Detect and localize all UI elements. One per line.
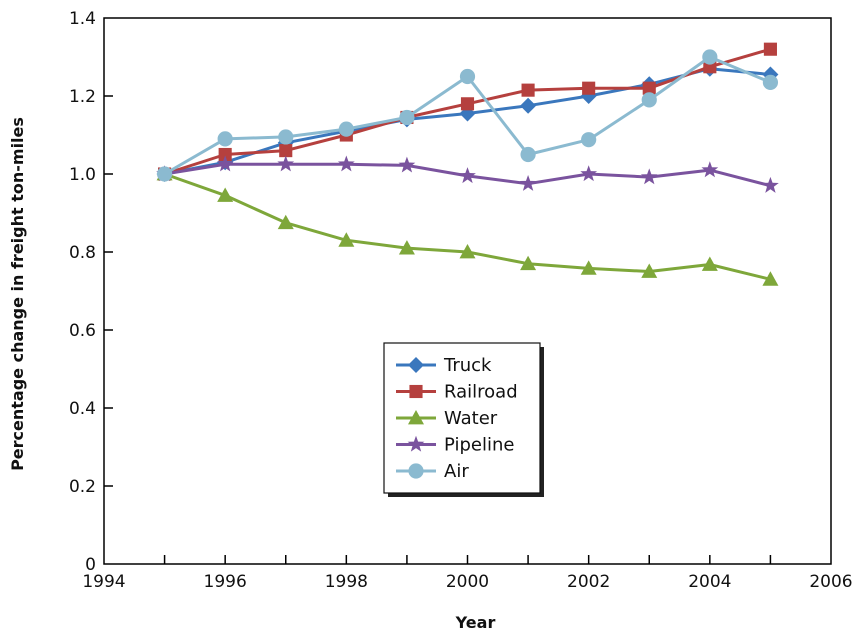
legend-entry-railroad: Railroad: [396, 382, 518, 403]
legend-marker-pipeline: [407, 435, 425, 452]
data-point-air: [520, 146, 536, 163]
data-point-air: [217, 131, 233, 147]
x-tick-label: 2002: [567, 572, 610, 592]
data-point-water: [338, 232, 355, 247]
y-tick-label: 0.4: [69, 399, 96, 419]
data-point-pipeline: [337, 155, 355, 172]
y-tick-label: 1.4: [69, 9, 96, 29]
legend-label-air: Air: [444, 461, 469, 482]
data-point-air: [762, 74, 779, 90]
y-tick-label: 0: [85, 555, 96, 575]
data-point-water: [277, 214, 294, 230]
legend-marker-water: [408, 410, 424, 425]
data-point-air: [581, 132, 597, 148]
legend: Truck Railroad Water Pipeline Air: [383, 342, 544, 497]
data-point-air: [702, 49, 718, 65]
legend-marker-railroad: [409, 384, 423, 399]
data-point-truck: [520, 97, 537, 114]
data-point-air: [338, 121, 354, 137]
data-point-pipeline: [398, 156, 416, 173]
data-point-railroad: [218, 147, 232, 162]
data-point-air: [399, 109, 415, 126]
data-point-railroad: [582, 81, 596, 95]
series-water: [156, 166, 779, 286]
data-point-pipeline: [519, 174, 537, 191]
axes: 1994 1996 1998 2000 2002 2004 2006 0 0.2 0.4 0.6 0.…: [8, 9, 853, 632]
series-pipeline: [156, 155, 779, 193]
data-point-water: [398, 240, 415, 255]
y-axis-title: Percentage change in freight ton-miles: [8, 117, 27, 471]
data-point-water: [762, 271, 779, 286]
data-point-pipeline: [216, 155, 234, 172]
y-tick-label: 0.6: [69, 321, 96, 341]
data-point-pipeline: [701, 161, 719, 178]
data-point-pipeline: [640, 168, 658, 185]
y-tick-label: 0.2: [69, 477, 96, 497]
x-tick-label: 2000: [446, 572, 489, 592]
x-tick-label: 1996: [204, 572, 247, 592]
data-point-water: [459, 244, 476, 259]
series-air: [156, 49, 779, 182]
legend-entry-water: Water: [396, 408, 498, 429]
x-tick-label: 2004: [688, 572, 731, 592]
data-point-pipeline: [277, 155, 295, 172]
series-layer: [156, 42, 779, 286]
data-point-railroad: [460, 97, 475, 111]
legend-marker-air: [408, 463, 424, 479]
data-point-water: [641, 263, 658, 278]
y-tick-label: 1.2: [69, 87, 96, 107]
data-point-air: [641, 92, 657, 108]
data-point-railroad: [642, 81, 656, 95]
legend-label-water: Water: [444, 408, 498, 429]
data-point-pipeline: [580, 165, 598, 182]
legend-entry-pipeline: Pipeline: [396, 435, 514, 456]
data-point-water: [701, 256, 718, 271]
x-tick-label: 2006: [809, 572, 852, 592]
x-tick-label: 1998: [325, 572, 368, 592]
legend-label-railroad: Railroad: [444, 382, 518, 403]
data-point-pipeline: [459, 167, 476, 184]
y-tick-label: 0.8: [69, 243, 96, 263]
legend-entry-truck: Truck: [396, 355, 492, 376]
x-tick-label: 1994: [82, 572, 125, 592]
data-point-railroad: [763, 42, 777, 56]
x-axis-title: Year: [455, 613, 496, 632]
data-point-pipeline: [762, 176, 779, 193]
legend-marker-truck: [408, 357, 424, 373]
data-point-air: [459, 68, 476, 85]
data-point-railroad: [279, 144, 293, 158]
legend-entry-air: Air: [396, 461, 469, 482]
data-point-water: [217, 187, 234, 202]
series-line-water: [164, 172, 771, 281]
data-point-water: [520, 255, 537, 271]
data-point-railroad: [521, 83, 535, 97]
data-point-air: [156, 166, 173, 182]
legend-label-truck: Truck: [443, 355, 492, 376]
y-tick-label: 1.0: [69, 165, 96, 185]
data-point-air: [278, 129, 294, 145]
data-point-water: [580, 260, 597, 275]
legend-label-pipeline: Pipeline: [444, 435, 514, 456]
